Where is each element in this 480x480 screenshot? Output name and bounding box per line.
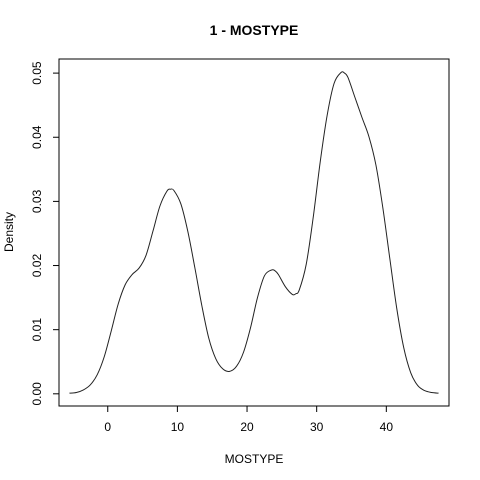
y-axis: 0.00 0.01 0.02 0.03 0.04 0.05 (30, 61, 60, 406)
y-tick-label: 0.05 (30, 61, 44, 85)
x-tick-label: 40 (380, 420, 394, 434)
x-axis: 0 10 20 30 40 (104, 405, 394, 434)
x-tick-label: 0 (104, 420, 111, 434)
x-tick-label: 10 (171, 420, 185, 434)
y-axis-label: Density (2, 212, 16, 252)
x-tick-label: 30 (310, 420, 324, 434)
y-tick-label: 0.02 (30, 254, 44, 278)
x-axis-label: MOSTYPE (225, 452, 284, 466)
y-tick-label: 0.04 (30, 125, 44, 149)
x-tick-label: 20 (240, 420, 254, 434)
y-tick-label: 0.01 (30, 318, 44, 342)
y-tick-label: 0.00 (30, 382, 44, 406)
density-line (69, 71, 439, 394)
y-tick-label: 0.03 (30, 189, 44, 213)
chart-title: 1 - MOSTYPE (210, 22, 299, 38)
plot-frame (58, 58, 450, 407)
